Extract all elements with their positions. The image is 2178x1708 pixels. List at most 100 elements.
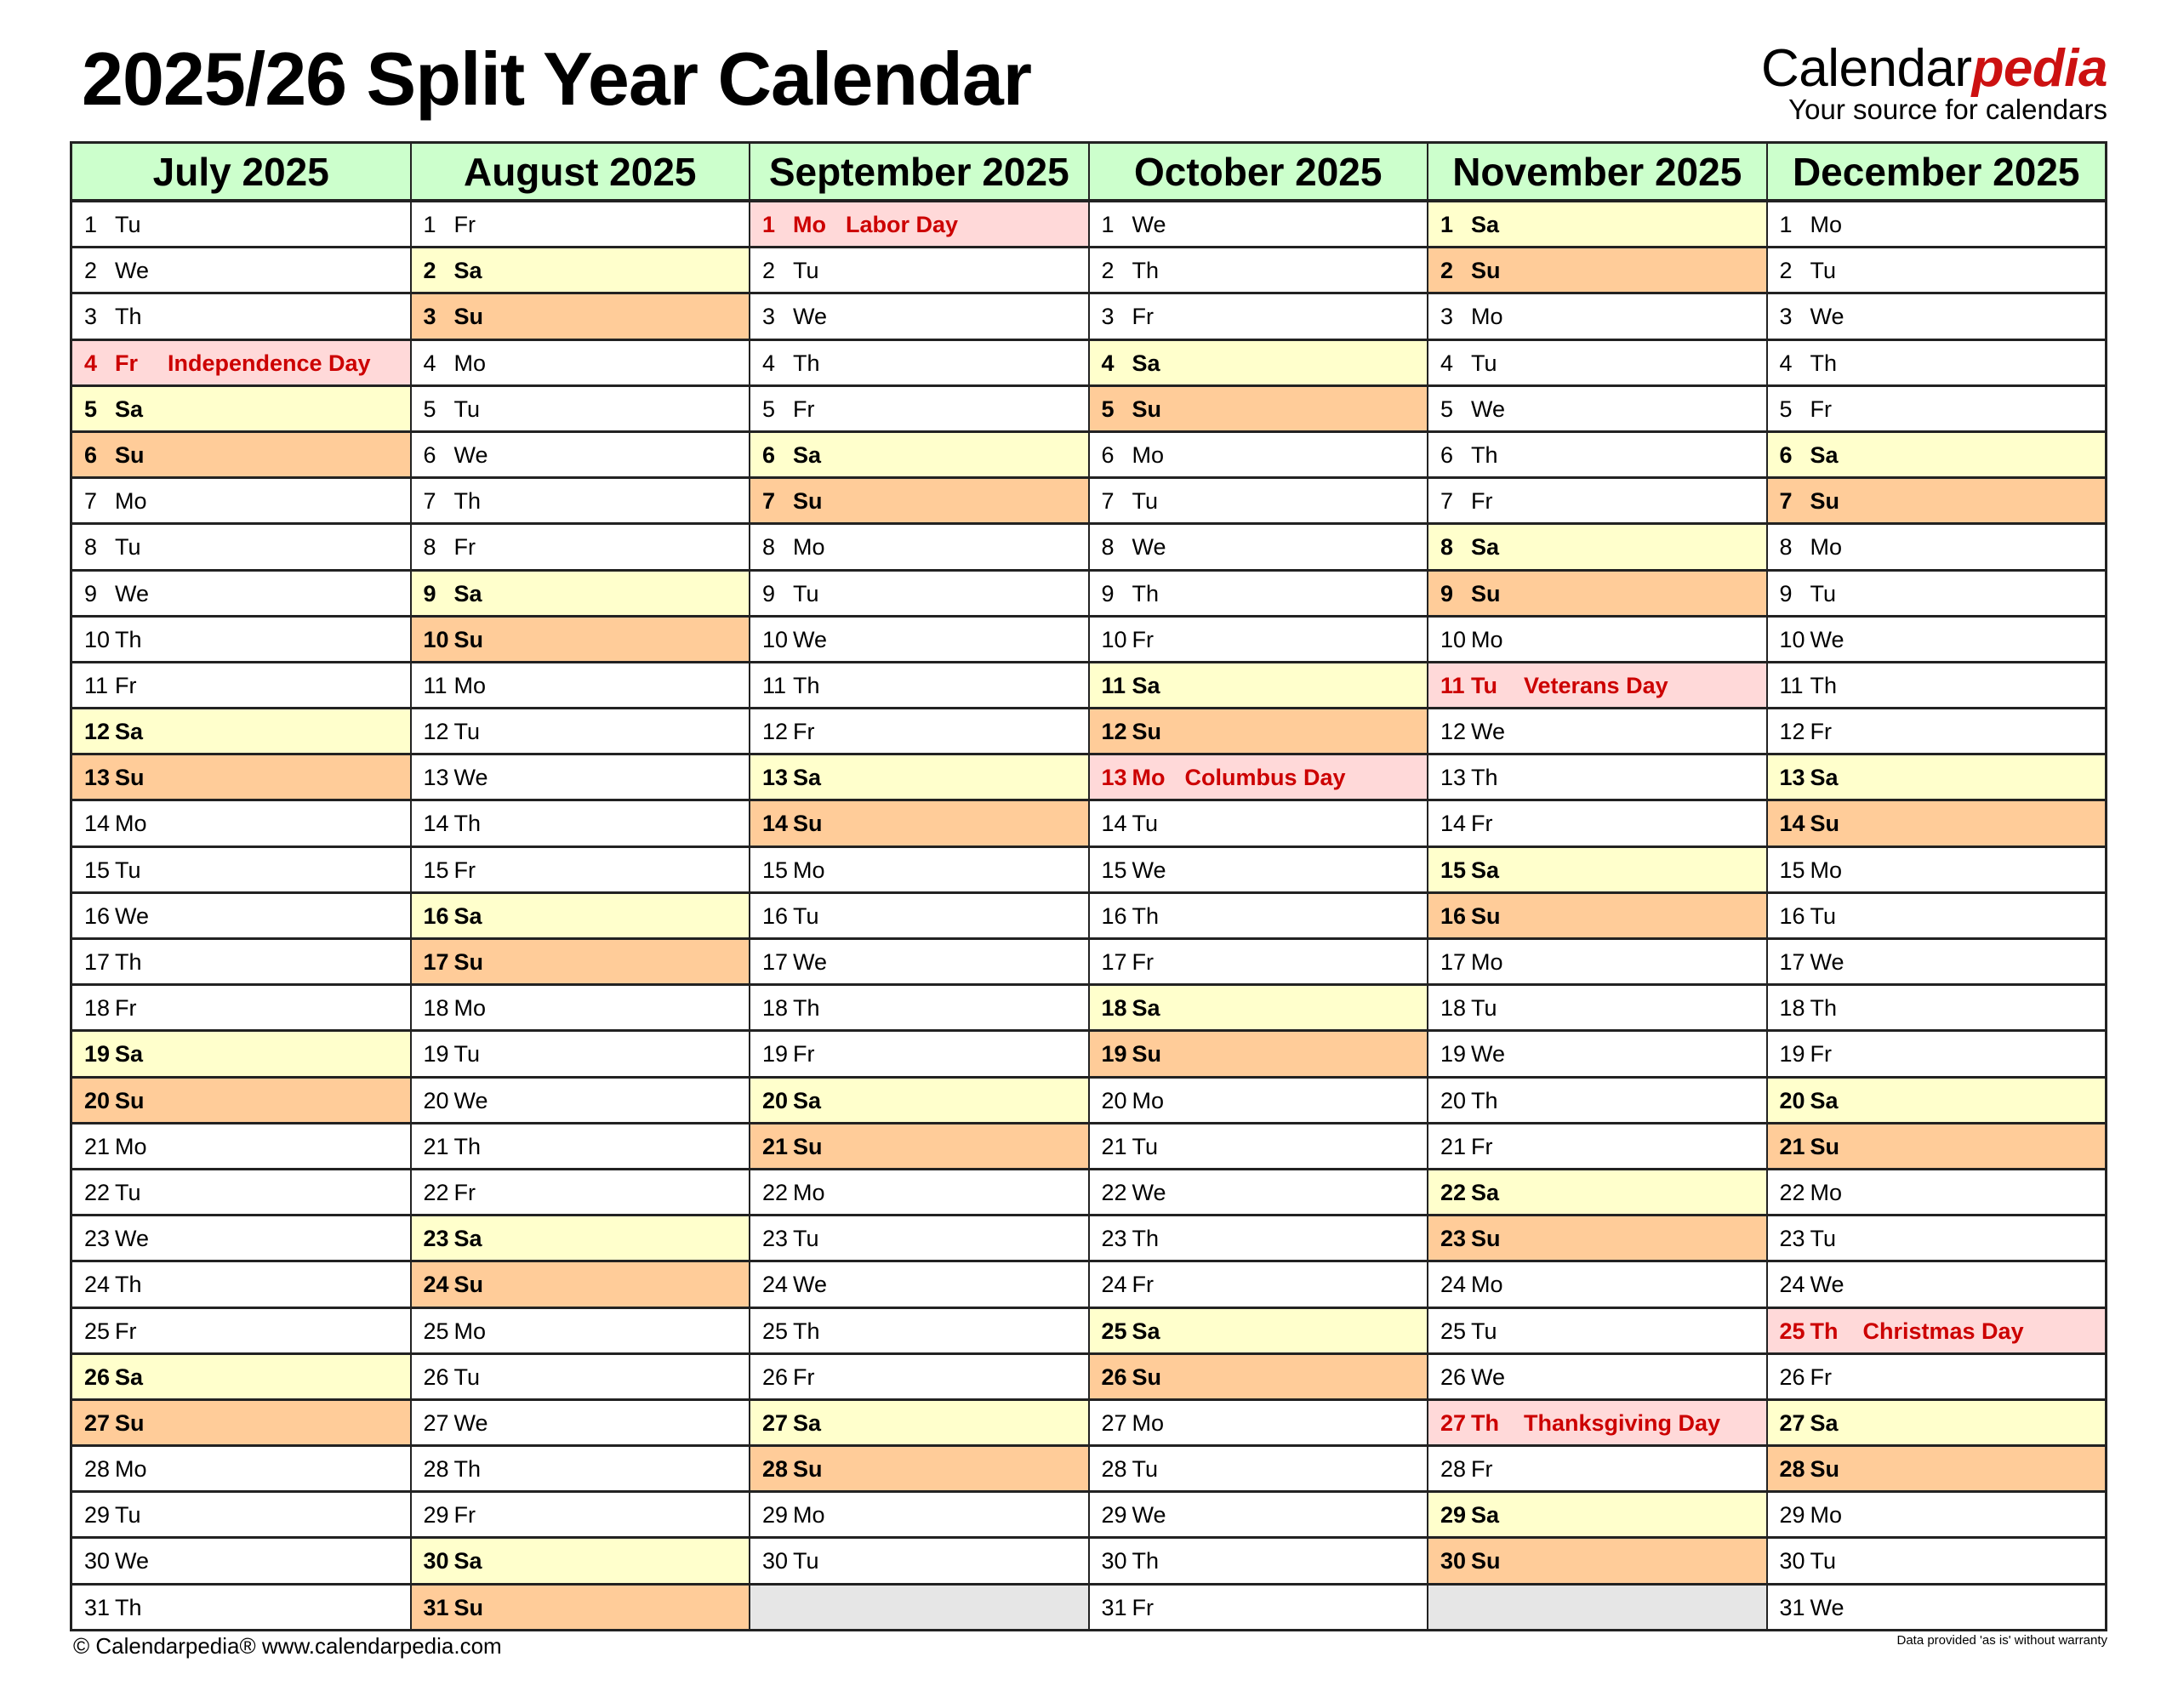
day-number: 26 — [1779, 1364, 1805, 1390]
day-number: 25 — [423, 1318, 449, 1344]
day-cell: 12 Su — [1089, 709, 1427, 756]
day-cell: 8 Fr — [411, 525, 749, 572]
day-cell: 13 We — [411, 755, 749, 802]
day-number: 6 — [762, 441, 776, 468]
weekday: Fr — [453, 1502, 476, 1529]
weekday: Tu — [1810, 902, 1837, 929]
weekday: Sa — [1810, 1409, 1839, 1436]
day-cell: 23 We — [72, 1216, 410, 1263]
day-cell: 4 Mo — [411, 341, 749, 387]
weekday: Sa — [115, 1041, 144, 1068]
day-cell: 22 We — [1089, 1170, 1427, 1217]
weekday: Sa — [793, 765, 822, 791]
day-cell: 11 Fr — [72, 663, 410, 710]
day-number: 4 — [84, 350, 98, 376]
weekday: Mo — [1810, 212, 1843, 237]
day-number: 13 — [762, 765, 789, 791]
day-number: 3 — [1440, 304, 1454, 330]
day-number: 26 — [1440, 1364, 1467, 1390]
weekday: Su — [1132, 1041, 1162, 1068]
day-number: 24 — [84, 1272, 111, 1298]
weekday: Fr — [1471, 1456, 1493, 1483]
weekday: Th — [793, 1318, 820, 1344]
weekday: Th — [115, 949, 142, 975]
weekday: Tu — [453, 1041, 481, 1068]
weekday: Fr — [1471, 1133, 1493, 1159]
day-cell: 27 Sa — [750, 1400, 1088, 1448]
weekday: Sa — [1471, 857, 1500, 883]
day-cell: 30 Tu — [1767, 1539, 2105, 1586]
holiday-name: Veterans Day — [1524, 672, 1668, 698]
day-cell: 9 Tu — [1767, 572, 2105, 618]
weekday: Mo — [1810, 1179, 1843, 1205]
day-number: 23 — [1779, 1226, 1805, 1252]
day-number: 12 — [84, 719, 111, 745]
weekday: Sa — [1132, 350, 1160, 376]
day-number: 5 — [1101, 396, 1115, 422]
day-cell: 9 We — [72, 572, 410, 618]
day-cell: 15 Mo — [1767, 848, 2105, 894]
day-cell: 11 Th — [750, 663, 1088, 710]
day-cell: 14 Mo — [72, 801, 410, 848]
day-number: 22 — [423, 1179, 449, 1205]
day-cell: 30 Su — [1428, 1539, 1766, 1586]
weekday: Mo — [1471, 949, 1503, 975]
day-number: 30 — [762, 1548, 789, 1574]
weekday: Sa — [453, 1226, 482, 1252]
day-number: 21 — [1440, 1133, 1467, 1159]
weekday: Tu — [1810, 1226, 1837, 1252]
calendarpedia-logo[interactable]: Calendarpedia Your source for calendars — [1761, 43, 2108, 124]
day-cell: 5 Su — [1089, 386, 1427, 433]
day-cell: 15 Tu — [72, 848, 410, 894]
weekday: Mo — [453, 672, 487, 698]
day-number: 3 — [423, 304, 436, 330]
weekday: Mo — [793, 857, 825, 883]
day-number: 18 — [1779, 995, 1805, 1022]
day-number: 25 — [762, 1318, 789, 1344]
day-number: 2 — [1440, 258, 1454, 284]
day-number: 22 — [84, 1179, 111, 1205]
weekday: Tu — [1471, 350, 1497, 376]
day-number: 30 — [1440, 1548, 1467, 1574]
day-number: 16 — [1440, 902, 1467, 929]
day-cell: 5 Fr — [750, 387, 1088, 433]
month-column: December 2025 1 Mo 2 Tu 3 We 4 Th 5 Fr 6 Sa 7 Su 8 Mo 9 Tu… — [1765, 144, 2105, 1629]
day-number: 1 — [84, 212, 98, 237]
logo-wordmark: Calendarpedia — [1761, 43, 2108, 95]
day-number: 4 — [1440, 350, 1454, 376]
weekday: Tu — [793, 580, 819, 606]
day-cell: 21 Su — [750, 1124, 1088, 1170]
day-cell: 8 We — [1089, 525, 1427, 572]
day-number: 11 — [1440, 672, 1465, 698]
day-cell: 8 Sa — [1428, 525, 1766, 572]
day-number: 11 — [1779, 672, 1804, 698]
day-cell: 10 Su — [411, 617, 749, 663]
day-number: 9 — [1101, 580, 1115, 606]
holiday-name: Thanksgiving Day — [1524, 1409, 1721, 1436]
month-column: November 2025 1 Sa 2 Su 3 Mo 4 Tu 5 We 6 Th 7 Fr 8 Sa 9 Su… — [1427, 144, 1766, 1629]
weekday: Mo — [1132, 1409, 1165, 1436]
weekday: Fr — [1810, 719, 1832, 745]
weekday: Mo — [793, 1179, 825, 1205]
day-number: 24 — [1101, 1272, 1127, 1298]
day-number: 9 — [423, 580, 436, 606]
day-number: 6 — [1101, 441, 1115, 468]
day-number: 9 — [1440, 580, 1454, 606]
weekday: Su — [1810, 1456, 1840, 1483]
day-number: 26 — [423, 1364, 449, 1390]
day-number: 8 — [423, 534, 436, 561]
day-number: 18 — [1101, 995, 1127, 1022]
day-cell: 20 Th — [1428, 1079, 1766, 1124]
logo-accent-text: pedia — [1971, 39, 2108, 98]
day-number: 16 — [762, 902, 789, 929]
day-number: 12 — [1779, 719, 1805, 745]
day-number: 6 — [1779, 441, 1793, 468]
day-cell: 23 Sa — [411, 1216, 749, 1263]
day-cell: 1 Mo — [1767, 202, 2105, 249]
day-number: 11 — [84, 672, 109, 698]
day-cell: 28 Tu — [1089, 1447, 1427, 1494]
day-cell: 13 Sa — [750, 755, 1088, 802]
day-cell: 22 Mo — [1767, 1170, 2105, 1217]
weekday: Su — [1810, 488, 1840, 515]
logo-main-text: Calendar — [1760, 39, 1972, 98]
